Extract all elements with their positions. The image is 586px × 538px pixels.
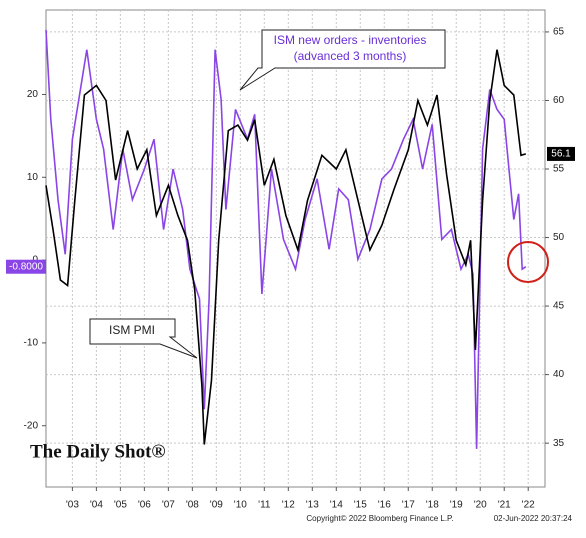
timestamp: 02-Jun-2022 20:37:24 (494, 514, 573, 523)
value-label-box (547, 146, 575, 161)
y2-tick-label: 50 (553, 232, 565, 243)
annotation: (advanced 3 months) (294, 49, 407, 63)
x-tick-label: '05 (114, 500, 127, 511)
x-tick-label: '10 (234, 500, 247, 511)
x-tick-label: '09 (210, 500, 223, 511)
callout-box (239, 29, 446, 91)
value-label: 56.1 (551, 149, 571, 160)
plot-area (45, 9, 546, 488)
x-tick-label: '06 (138, 500, 151, 511)
x-tick-label: '04 (90, 500, 103, 511)
x-tick-label: '03 (66, 500, 79, 511)
x-tick-label: '11 (258, 500, 271, 511)
brand: The Daily Shot® (30, 441, 166, 462)
y-tick-label: 10 (27, 172, 39, 183)
x-tick-label: '08 (186, 500, 199, 511)
x-tick-label: '14 (330, 500, 343, 511)
x-tick-label: '07 (162, 500, 175, 511)
y2-tick-label: 55 (553, 164, 565, 175)
y-tick-label: 20 (27, 89, 39, 100)
callout-box (89, 318, 198, 359)
annotation: ISM PMI (109, 323, 155, 337)
annotation: ISM new orders - inventories (274, 33, 427, 47)
x-tick-label: '17 (402, 500, 415, 511)
lines (45, 29, 527, 449)
y2-tick-label: 60 (553, 95, 565, 106)
source: Copyright© 2022 Bloomberg Finance L.P. (306, 514, 453, 523)
series-line (45, 49, 527, 445)
x-tick-label: '18 (426, 500, 439, 511)
y2-tick-label: 35 (553, 438, 565, 449)
value-label: -0.8000 (9, 261, 43, 272)
y2-tick-label: 45 (553, 301, 565, 312)
series-line (45, 29, 527, 449)
x-tick-label: '16 (378, 500, 391, 511)
x-tick-label: '19 (450, 500, 463, 511)
x-tick-label: '13 (306, 500, 319, 511)
y2-tick-label: 40 (553, 369, 565, 380)
y2-tick-label: 65 (553, 27, 565, 38)
value-label-box (6, 259, 46, 274)
highlight-circle (507, 241, 549, 283)
x-tick-label: '22 (522, 500, 535, 511)
x-tick-label: '12 (282, 500, 295, 511)
x-tick-label: '15 (354, 500, 367, 511)
y-tick-label: -20 (24, 420, 39, 431)
x-tick-label: '20 (474, 500, 487, 511)
x-tick-label: '21 (498, 500, 511, 511)
y-tick-label: -10 (24, 338, 39, 349)
